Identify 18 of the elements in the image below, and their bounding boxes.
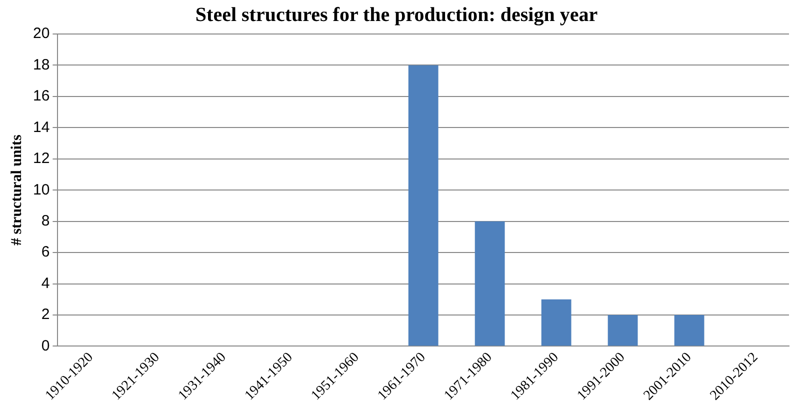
y-tick-label: 0 [41,337,50,354]
y-tick-label: 10 [32,181,50,198]
y-tick-label: 12 [32,150,50,168]
bar [608,315,638,346]
y-tick-label: 20 [32,25,50,42]
y-tick-label: 18 [32,56,50,74]
y-tick-label: 16 [32,88,50,105]
chart-title: Steel structures for the production: design year [195,4,598,26]
y-tick-label: 2 [41,306,50,324]
bar [541,299,572,346]
y-tick-label: 6 [41,244,50,261]
bar [474,221,505,346]
y-tick-label: 8 [41,212,50,230]
bar [674,315,704,346]
y-tick-label: 4 [41,274,50,292]
bar [408,65,438,346]
y-tick-label: 14 [32,118,50,136]
y-axis-title: # structural units [8,134,25,246]
